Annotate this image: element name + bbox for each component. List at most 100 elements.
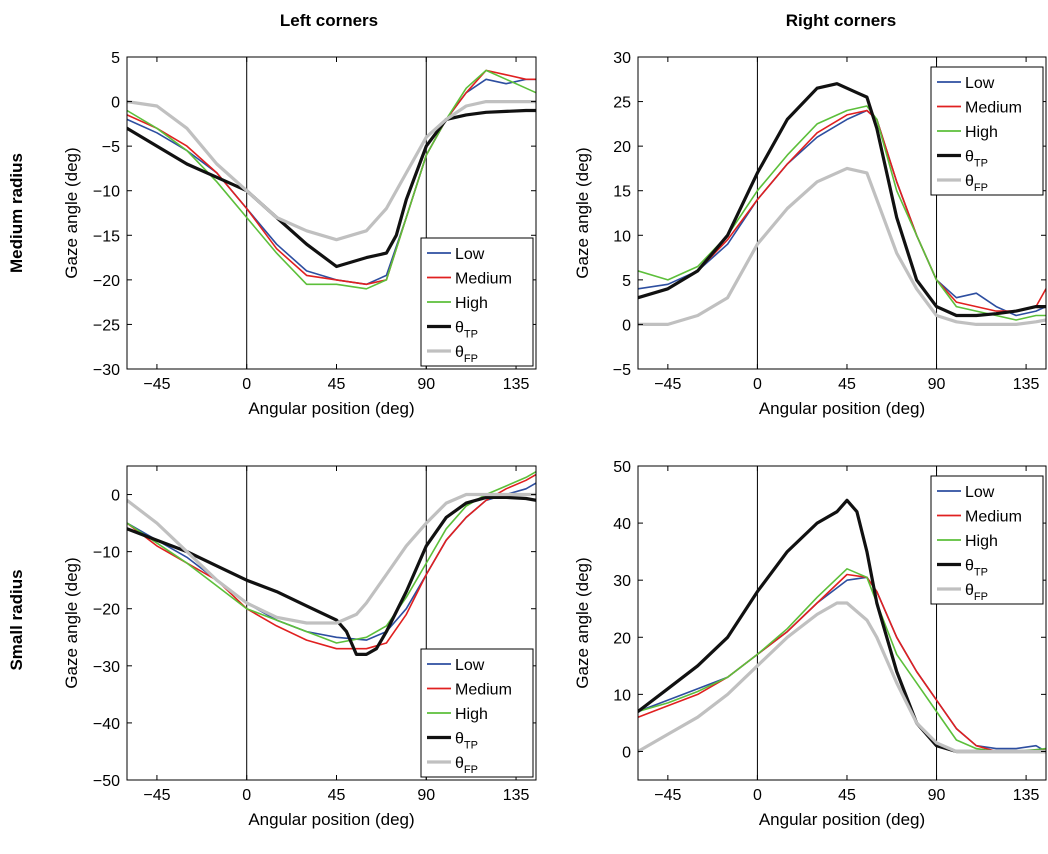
x-tick-label: 90 — [928, 787, 946, 804]
legend-label: Low — [965, 484, 995, 501]
x-tick-label: 0 — [753, 787, 762, 804]
x-tick-label: −45 — [654, 787, 681, 804]
legend: Low Medium High θTP θFP — [420, 237, 534, 367]
legend: Low Medium High θTP θFP — [420, 648, 534, 778]
series-group — [127, 470, 536, 656]
legend: Low Medium High θTP θFP — [930, 66, 1044, 196]
y-axis-label: Gaze angle (deg) — [62, 557, 81, 688]
y-tick-label: 10 — [613, 687, 631, 704]
x-tick-label: −45 — [143, 376, 170, 393]
y-tick-label: 25 — [613, 95, 631, 112]
y-tick-label: 0 — [111, 488, 120, 505]
legend-label: θTP — [455, 731, 478, 752]
x-axis-label: Angular position (deg) — [248, 810, 414, 829]
x-tick-label: −45 — [654, 376, 681, 393]
series-line-theta-tp — [127, 495, 536, 656]
y-tick-label: −5 — [613, 362, 631, 379]
y-tick-label: −40 — [93, 716, 120, 733]
plot-frame — [637, 56, 1047, 370]
x-tick-label: 0 — [242, 787, 251, 804]
legend-label: Low — [965, 75, 995, 92]
x-tick-label: 0 — [753, 376, 762, 393]
series-line-theta-tp — [127, 108, 536, 269]
y-tick-label: 40 — [613, 516, 631, 533]
y-axis-label: Gaze angle (deg) — [573, 557, 592, 688]
x-tick-label: 90 — [928, 376, 946, 393]
x-tick-label: 135 — [1013, 787, 1040, 804]
x-axis-label: Angular position (deg) — [759, 399, 925, 418]
legend-label: Medium — [965, 509, 1022, 526]
x-tick-label: −45 — [143, 787, 170, 804]
series-group — [638, 498, 1046, 754]
legend-label: θTP — [965, 149, 988, 170]
x-axis-label: Angular position (deg) — [248, 399, 414, 418]
y-tick-label: −50 — [93, 773, 120, 790]
y-tick-label: 50 — [613, 459, 631, 476]
row-title-small: Small radius — [7, 569, 26, 670]
chart-medium-right: −45 0 45 90 135 30 25 20 15 10 5 0 −5 Angular positio… — [573, 50, 1047, 418]
x-tick-label: 90 — [417, 376, 435, 393]
y-tick-label: −30 — [93, 362, 120, 379]
legend-label: High — [965, 124, 998, 141]
x-tick-label: 90 — [417, 787, 435, 804]
row-title-medium: Medium radius — [7, 153, 26, 273]
y-tick-label: −5 — [102, 139, 120, 156]
legend: Low Medium High θTP θFP — [930, 475, 1044, 605]
y-tick-label: 15 — [613, 184, 631, 201]
legend-label: Low — [455, 246, 485, 263]
chart-small-left: −45 0 45 90 135 0 −10 −20 −30 −40 −50 Angular posit… — [62, 465, 537, 829]
y-tick-label: −20 — [93, 273, 120, 290]
series-line-theta-fp — [127, 492, 536, 625]
legend-label: Medium — [965, 100, 1022, 117]
legend-label: Low — [455, 657, 485, 674]
x-tick-label: 135 — [503, 787, 530, 804]
x-tick-label: 135 — [503, 376, 530, 393]
y-tick-label: −25 — [93, 317, 120, 334]
plot-frame — [126, 465, 537, 781]
x-tick-label: 0 — [242, 376, 251, 393]
y-tick-label: −30 — [93, 659, 120, 676]
col-title-right: Right corners — [786, 11, 897, 30]
plot-frame — [126, 56, 537, 370]
y-tick-label: −20 — [93, 602, 120, 619]
y-tick-label: −15 — [93, 228, 120, 245]
legend-label: θFP — [455, 344, 478, 365]
y-axis-label: Gaze angle (deg) — [62, 147, 81, 278]
y-tick-label: 0 — [622, 317, 631, 334]
x-tick-label: 45 — [328, 787, 346, 804]
series-group — [638, 82, 1046, 326]
legend-box — [420, 648, 534, 778]
legend-label: Medium — [455, 271, 512, 288]
x-tick-label: 45 — [838, 376, 856, 393]
col-title-left: Left corners — [280, 11, 378, 30]
y-tick-label: 0 — [111, 95, 120, 112]
y-tick-label: 30 — [613, 573, 631, 590]
y-tick-label: −10 — [93, 184, 120, 201]
legend-label: θFP — [965, 173, 988, 194]
y-tick-label: 20 — [613, 139, 631, 156]
y-tick-label: 0 — [622, 744, 631, 761]
chart-small-right: −45 0 45 90 135 50 40 30 20 10 0 Angular position (… — [573, 459, 1047, 829]
x-tick-label: 45 — [328, 376, 346, 393]
series-group — [127, 69, 536, 290]
legend-label: High — [455, 706, 488, 723]
series-line-theta-fp — [127, 100, 536, 242]
legend-label: High — [965, 533, 998, 550]
legend-label: Medium — [455, 682, 512, 699]
y-tick-label: 5 — [111, 50, 120, 67]
legend-label: High — [455, 295, 488, 312]
y-tick-label: 30 — [613, 50, 631, 67]
legend-label: θTP — [455, 320, 478, 341]
legend-label: θTP — [965, 558, 988, 579]
plot-frame — [637, 465, 1047, 781]
y-tick-label: 10 — [613, 228, 631, 245]
x-axis-label: Angular position (deg) — [759, 810, 925, 829]
y-axis-label: Gaze angle (deg) — [573, 147, 592, 278]
y-tick-label: 5 — [622, 273, 631, 290]
series-line-theta-fp — [638, 601, 1046, 754]
series-line-theta-fp — [638, 166, 1046, 326]
legend-label: θFP — [455, 755, 478, 776]
chart-medium-left: −45 0 45 90 135 5 0 −5 −10 −15 −20 −25 −30 Angular po… — [62, 50, 537, 418]
